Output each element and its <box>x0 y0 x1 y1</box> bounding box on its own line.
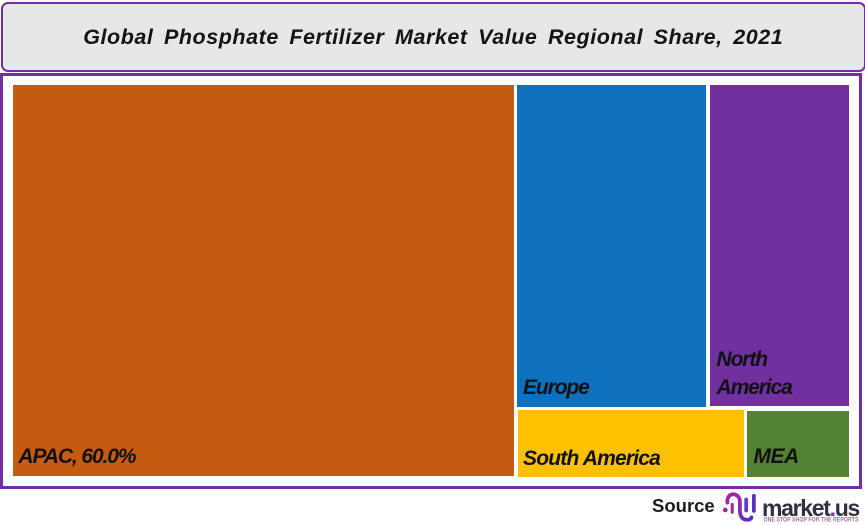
svg-text:ONE STOP SHOP FOR THE REPORTS: ONE STOP SHOP FOR THE REPORTS <box>764 517 860 524</box>
